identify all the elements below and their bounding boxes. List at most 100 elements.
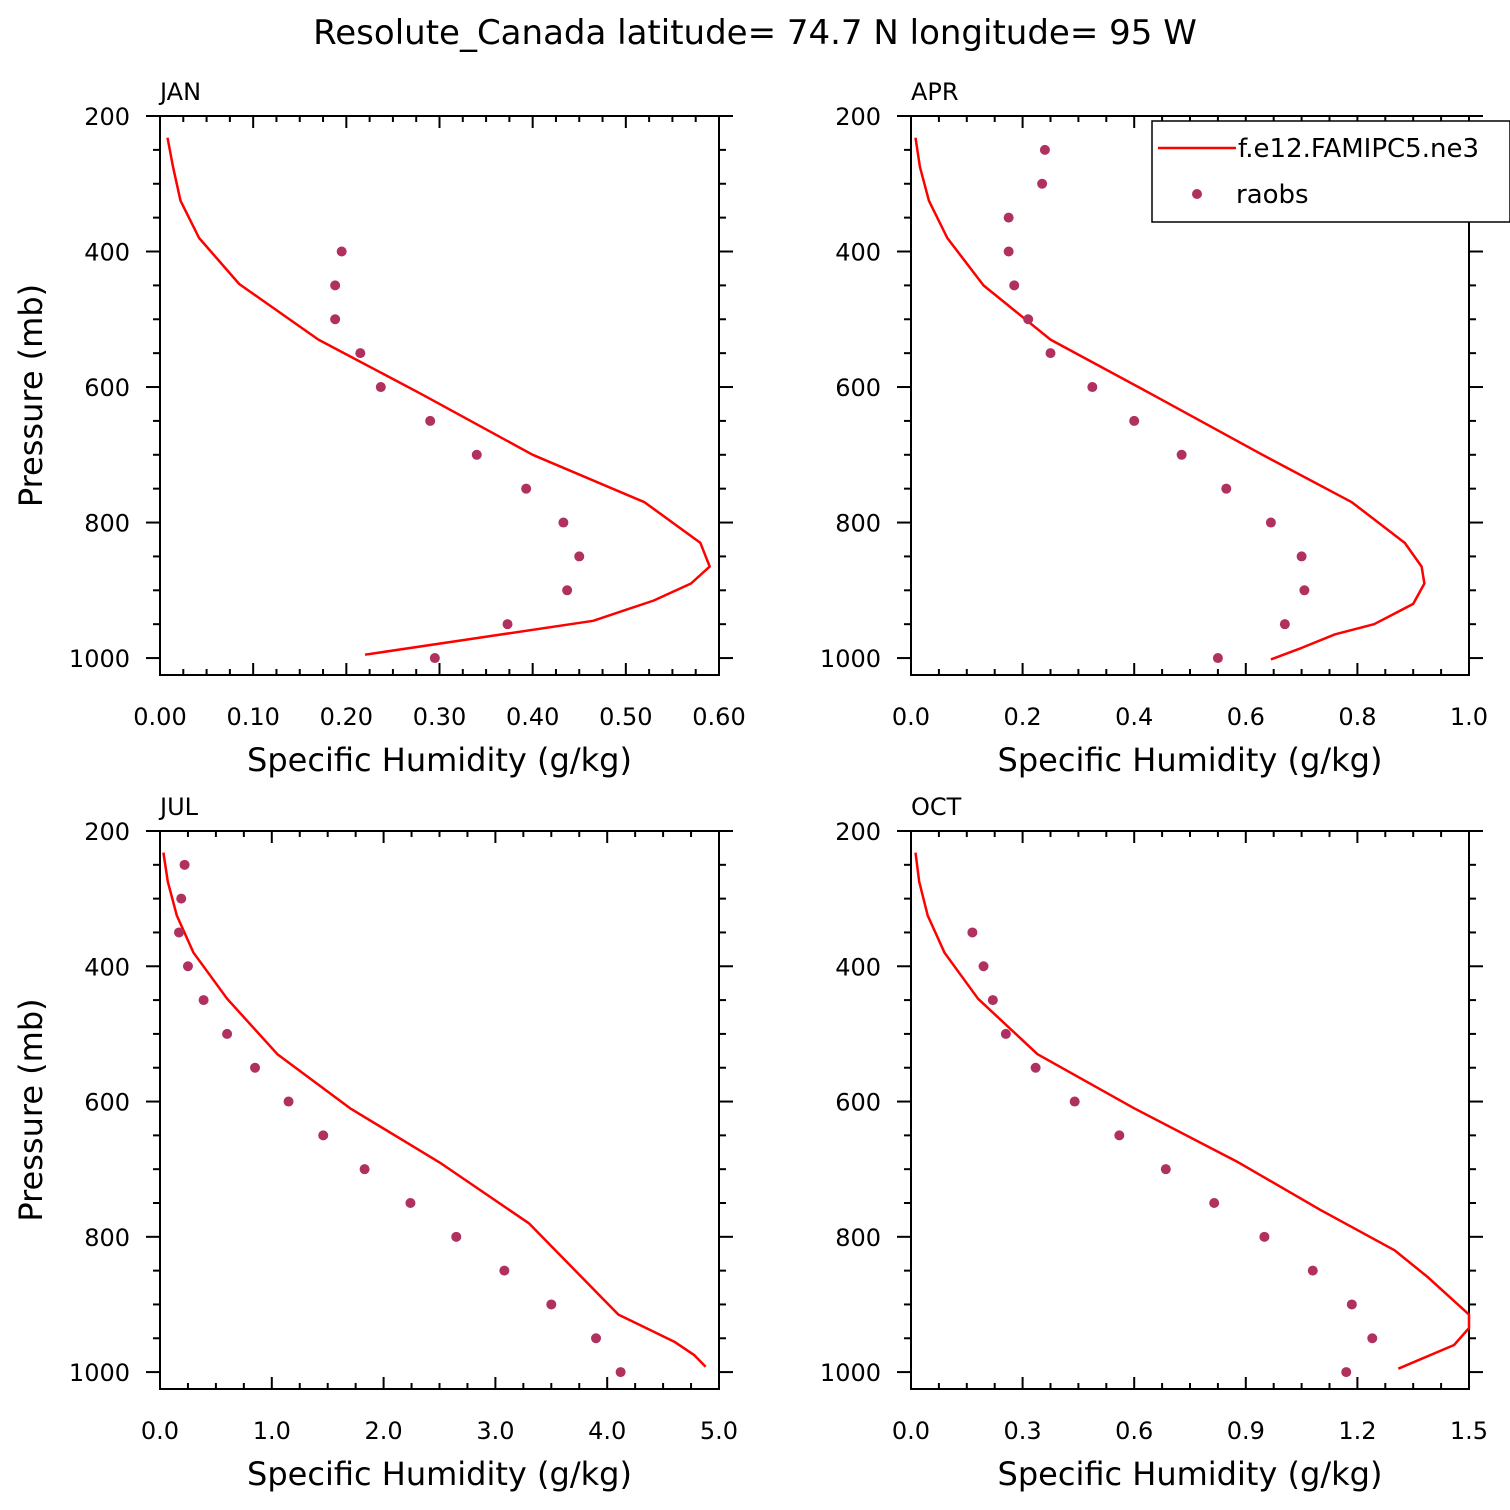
- oct-raobs-point: [987, 995, 998, 1006]
- oct-x-tick-label: 0.3: [1004, 1417, 1042, 1445]
- jul-raobs-point: [546, 1299, 557, 1310]
- apr-x-tick-label: 0.0: [892, 703, 930, 731]
- oct-y-tick-label: 1000: [820, 1359, 881, 1387]
- oct-raobs-point: [1160, 1164, 1171, 1175]
- jan-raobs-point: [562, 585, 573, 596]
- jul-plot-frame: [159, 830, 720, 1390]
- jul-x-axis-title: Specific Humidity (g/kg): [247, 1455, 632, 1493]
- jul-model-series-line: [162, 852, 707, 1368]
- jul-x-tick-label: 3.0: [476, 1417, 514, 1445]
- jan-y-tick-label: 800: [84, 510, 130, 538]
- apr-x-tick-label: 0.4: [1115, 703, 1153, 731]
- oct-y-tick-label: 800: [835, 1224, 881, 1252]
- oct-x-tick-label: 0.0: [892, 1417, 930, 1445]
- oct-x-tick-label: 1.2: [1338, 1417, 1376, 1445]
- apr-raobs-point: [1296, 551, 1307, 562]
- jan-y-tick-label: 1000: [69, 645, 130, 673]
- jul-raobs-point: [615, 1367, 626, 1378]
- apr-raobs-point: [1279, 619, 1290, 630]
- jul-y-tick-label: 400: [84, 953, 130, 981]
- oct-raobs-point: [1367, 1333, 1378, 1344]
- jul-raobs-point: [591, 1333, 602, 1344]
- apr-raobs-point: [1039, 144, 1050, 155]
- jul-x-tick-label: 1.0: [253, 1417, 291, 1445]
- jul-raobs-point: [222, 1028, 233, 1039]
- jan-y-axis-title: Pressure (mb): [12, 284, 50, 507]
- jul-raobs-point: [176, 893, 187, 904]
- panel-jan: JAN 0.00 0.10 0.20 0.30 0.40 0.50 0.60 200 400 600…: [12, 78, 746, 779]
- apr-raobs-point: [1221, 483, 1232, 494]
- apr-raobs-point: [1087, 382, 1098, 393]
- apr-y-tick-label: 1000: [820, 645, 881, 673]
- apr-raobs-point: [1003, 212, 1014, 223]
- jan-x-tick-label: 0.60: [692, 703, 745, 731]
- jul-raobs-point: [182, 961, 193, 972]
- jul-raobs-point: [359, 1164, 370, 1175]
- oct-y-tick-label: 600: [835, 1089, 881, 1117]
- apr-raobs-point: [1045, 348, 1056, 359]
- oct-raobs-point: [1259, 1231, 1270, 1242]
- jan-x-tick-label: 0.10: [226, 703, 279, 731]
- legend: f.e12.FAMIPC5.ne3 raobs: [1151, 120, 1510, 223]
- apr-raobs-point: [1037, 178, 1048, 189]
- jul-y-tick-label: 1000: [69, 1359, 130, 1387]
- oct-raobs-point: [1209, 1198, 1220, 1208]
- apr-raobs-point: [1009, 280, 1020, 291]
- oct-raobs-point: [1069, 1096, 1080, 1107]
- apr-raobs-point: [1176, 449, 1187, 460]
- jul-y-tick-label: 600: [84, 1089, 130, 1117]
- oct-x-axis-title: Specific Humidity (g/kg): [998, 1455, 1383, 1493]
- jul-raobs-point: [283, 1096, 294, 1107]
- jul-raobs-point: [198, 995, 209, 1006]
- jan-raobs-point: [425, 415, 436, 426]
- jan-raobs-point: [355, 348, 366, 359]
- panel-apr: APR 0.0 0.2 0.4 0.6 0.8 1.0 200 400 600 800 1000 Spe…: [820, 78, 1488, 779]
- jan-x-tick-label: 0.40: [506, 703, 559, 731]
- jul-y-axis-title: Pressure (mb): [12, 998, 50, 1221]
- oct-x-tick-label: 1.5: [1450, 1417, 1488, 1445]
- jan-raobs-point: [502, 619, 513, 630]
- apr-x-tick-label: 0.8: [1338, 703, 1376, 731]
- apr-x-tick-label: 0.6: [1227, 703, 1265, 731]
- oct-x-tick-label: 0.9: [1227, 1417, 1265, 1445]
- oct-x-tick-label: 0.6: [1115, 1417, 1153, 1445]
- jan-y-tick-label: 200: [84, 103, 130, 131]
- jul-y-tick-label: 200: [84, 818, 130, 846]
- apr-raobs-point: [1023, 314, 1034, 325]
- jan-raobs-point: [574, 551, 585, 562]
- apr-y-tick-label: 800: [835, 510, 881, 538]
- jul-raobs-point: [318, 1130, 329, 1141]
- apr-y-tick-label: 600: [835, 374, 881, 402]
- jan-raobs-point: [336, 246, 347, 257]
- jul-panel-label: JUL: [158, 793, 199, 821]
- oct-raobs-point: [967, 927, 978, 938]
- jan-x-tick-label: 0.30: [413, 703, 466, 731]
- oct-raobs-point: [1346, 1299, 1357, 1310]
- apr-raobs-point: [1003, 246, 1014, 257]
- jul-x-tick-label: 4.0: [588, 1417, 626, 1445]
- apr-raobs-point: [1212, 653, 1223, 664]
- jul-y-tick-label: 800: [84, 1224, 130, 1252]
- oct-raobs-point: [1030, 1062, 1041, 1073]
- apr-raobs-point: [1265, 517, 1276, 528]
- legend-obs-marker-icon: [1192, 189, 1202, 199]
- oct-raobs-point: [1000, 1028, 1011, 1039]
- jan-panel-label: JAN: [158, 78, 201, 106]
- oct-raobs-point: [1341, 1367, 1352, 1378]
- figure-title: Resolute_Canada latitude= 74.7 N longitu…: [313, 13, 1197, 53]
- jan-x-axis-title: Specific Humidity (g/kg): [247, 741, 632, 779]
- jan-x-tick-label: 0.20: [320, 703, 373, 731]
- oct-panel-label: OCT: [911, 793, 962, 821]
- oct-model-series-line: [914, 852, 1471, 1370]
- jan-raobs-point: [330, 314, 341, 325]
- apr-model-series-line: [914, 137, 1426, 661]
- apr-panel-label: APR: [911, 78, 959, 106]
- legend-model-label: f.e12.FAMIPC5.ne3: [1238, 134, 1479, 164]
- jul-x-tick-label: 0.0: [141, 1417, 179, 1445]
- jan-raobs-point: [558, 517, 569, 528]
- jan-raobs-point: [471, 449, 482, 460]
- jan-x-tick-label: 0.50: [599, 703, 652, 731]
- apr-y-tick-label: 400: [835, 239, 881, 267]
- apr-raobs-point: [1129, 415, 1140, 426]
